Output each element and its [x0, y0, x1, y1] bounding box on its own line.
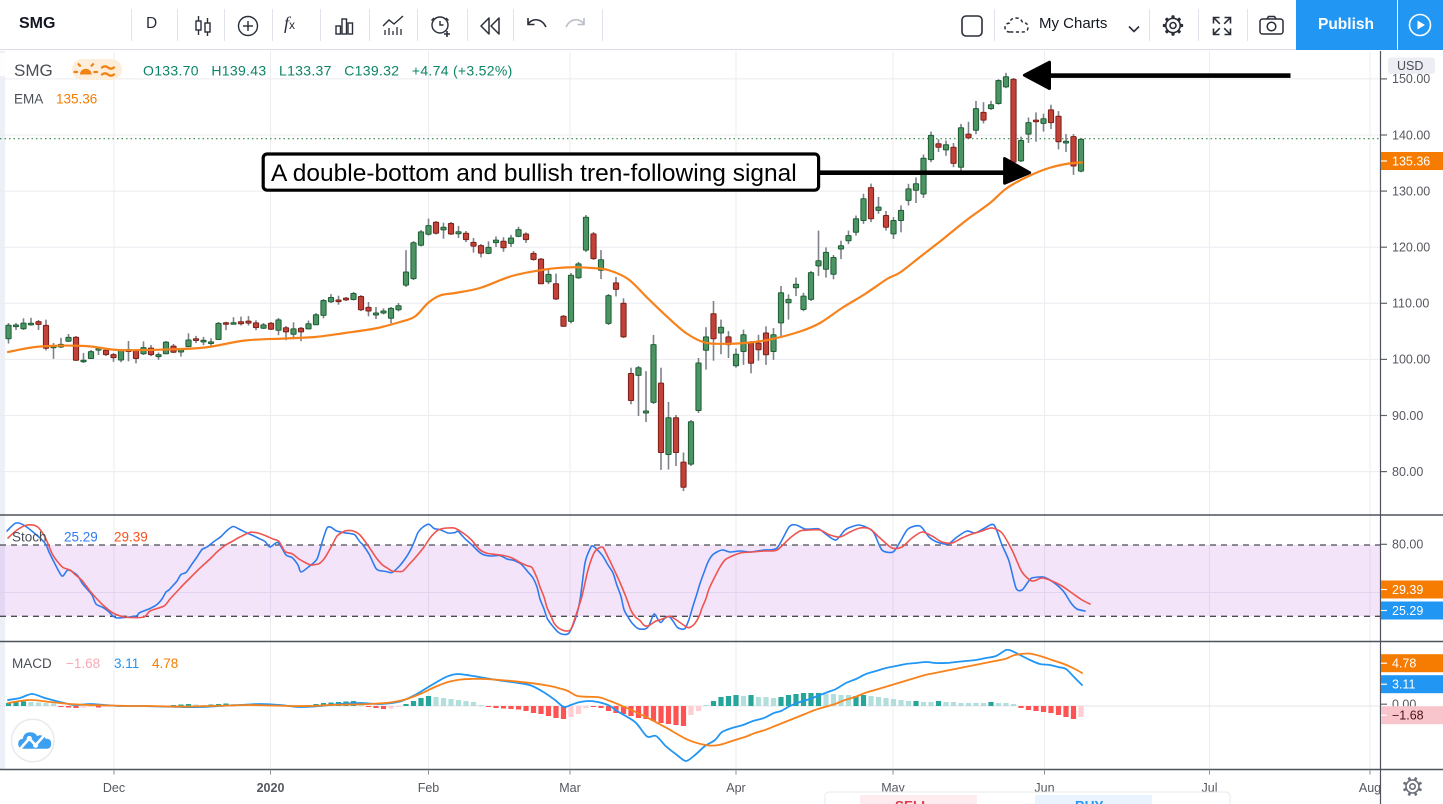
- svg-text:Aug: Aug: [1359, 781, 1381, 795]
- svg-text:29.39: 29.39: [114, 530, 148, 545]
- svg-text:130.00: 130.00: [1392, 184, 1430, 198]
- svg-text:4.78: 4.78: [1392, 657, 1416, 671]
- svg-text:EMA: EMA: [14, 92, 43, 107]
- svg-text:−1.68: −1.68: [66, 656, 100, 671]
- svg-text:135.36: 135.36: [56, 92, 97, 107]
- svg-text:O133.70 H139.43 L133.37: O133.70 H139.43 L133.37 C139.32 +4.74 (+…: [143, 63, 513, 79]
- svg-text:Apr: Apr: [726, 781, 745, 795]
- svg-text:3.11: 3.11: [1392, 678, 1415, 692]
- svg-text:SELL: SELL: [895, 799, 930, 804]
- svg-text:USD: USD: [1397, 59, 1423, 73]
- svg-text:4.78: 4.78: [152, 656, 178, 671]
- svg-text:140.00: 140.00: [1392, 128, 1430, 142]
- svg-text:2020: 2020: [257, 781, 285, 795]
- svg-text:Mar: Mar: [559, 781, 581, 795]
- svg-text:Stoch: Stoch: [12, 530, 47, 545]
- svg-text:A double-bottom and bullish tr: A double-bottom and bullish tren-followi…: [271, 160, 797, 187]
- svg-text:Feb: Feb: [418, 781, 440, 795]
- svg-text:80.00: 80.00: [1392, 538, 1423, 552]
- svg-text:120.00: 120.00: [1392, 241, 1430, 255]
- svg-text:3.11: 3.11: [114, 656, 139, 671]
- svg-text:90.00: 90.00: [1392, 409, 1423, 423]
- svg-text:150.00: 150.00: [1392, 72, 1430, 86]
- svg-text:SMG: SMG: [14, 61, 53, 80]
- svg-text:110.00: 110.00: [1392, 297, 1429, 311]
- svg-text:Dec: Dec: [103, 781, 125, 795]
- svg-text:−1.68: −1.68: [1392, 709, 1424, 723]
- svg-text:135.36: 135.36: [1392, 154, 1430, 168]
- svg-text:80.00: 80.00: [1392, 465, 1423, 479]
- svg-text:25.29: 25.29: [64, 530, 98, 545]
- svg-text:100.00: 100.00: [1392, 353, 1430, 367]
- svg-text:29.39: 29.39: [1392, 583, 1423, 597]
- svg-text:BUY: BUY: [1075, 799, 1104, 804]
- svg-text:25.29: 25.29: [1392, 604, 1423, 618]
- svg-text:MACD: MACD: [12, 656, 52, 671]
